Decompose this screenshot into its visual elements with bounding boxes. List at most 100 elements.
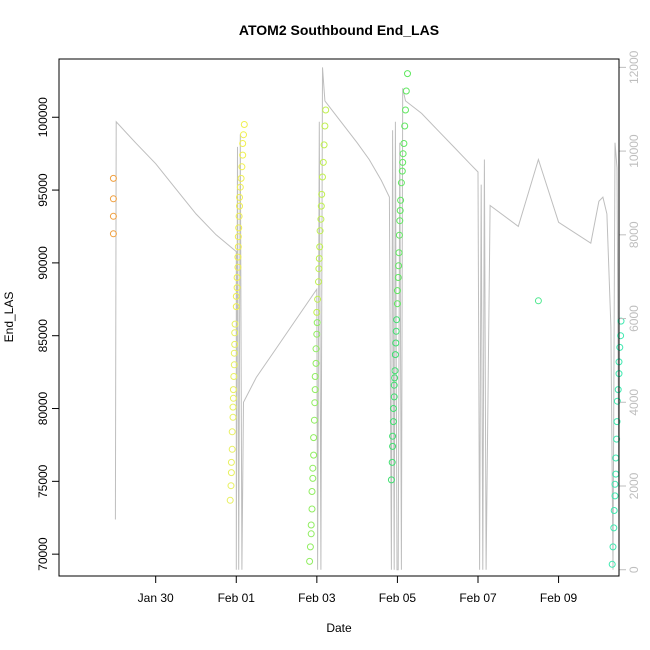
data-point [390,381,398,389]
data-point [316,243,324,251]
data-point [309,464,317,472]
data-point [393,300,401,308]
right-axis-line-layer [114,67,620,571]
data-point [321,122,329,130]
data-point [306,543,314,551]
series-2 [226,320,239,504]
series-5 [393,70,411,308]
data-point [399,158,407,166]
data-point [109,174,117,182]
x-tick-label: Feb 01 [218,591,256,605]
data-point [609,543,617,551]
data-point [610,507,618,514]
y2-tick-label: 2000 [627,472,641,499]
data-point [230,349,238,357]
data-point [228,428,236,436]
data-point [310,451,318,459]
data-point [391,367,399,375]
data-point [395,249,403,257]
data-point [388,458,396,466]
data-point [240,121,248,128]
data-point [308,505,316,513]
data-point [404,70,411,78]
data-point [396,207,404,214]
data-point [317,202,325,210]
y-tick-label: 85000 [36,319,50,353]
data-point [312,345,320,353]
data-point [109,212,117,220]
data-point [608,560,616,568]
data-point [229,386,237,394]
data-point [318,190,326,198]
data-point [393,287,401,295]
y-tick-label: 75000 [36,464,50,498]
data-point [319,173,326,181]
data-point [227,482,235,490]
y2-tick-label: 10000 [627,134,641,168]
data-point [229,403,237,411]
data-point [307,521,315,529]
data-point [307,530,315,538]
data-point [391,374,399,382]
data-point [394,274,402,281]
data-point [402,87,410,95]
data-point [389,432,397,440]
y2-tick-label: 0 [627,566,641,573]
data-point [315,255,323,262]
data-point [322,106,330,114]
y2-tick-label: 12000 [627,50,641,84]
data-point [308,488,316,495]
data-point [234,233,242,241]
series-7 [534,297,542,305]
data-point [315,265,323,273]
data-point [311,373,319,380]
data-point [306,557,314,565]
y-tick-label: 95000 [36,173,50,207]
data-point [310,434,318,442]
data-point [234,253,242,261]
data-point [400,140,408,147]
chart-title: ATOM2 Southbound End_LAS [239,22,439,38]
y-tick-label: 90000 [36,246,50,280]
data-point [313,319,321,327]
data-point [232,303,240,311]
data-point [402,106,409,114]
right-axis-series-line [114,67,620,571]
data-point [313,330,321,338]
data-point [316,227,324,235]
data-point [397,179,405,187]
y2-tick-label: 6000 [627,305,641,332]
data-point [311,386,319,394]
data-point [396,217,404,225]
data-point [610,524,618,532]
data-point [399,150,407,158]
data-point [392,339,400,347]
series-1 [232,121,248,311]
data-point [231,329,239,337]
series-8 [608,317,625,568]
data-point [227,469,235,477]
points-layer [109,70,625,568]
data-point [230,361,238,369]
data-point [320,141,328,149]
series-4 [306,319,321,565]
data-point [616,343,624,351]
data-point [387,476,395,484]
data-point [398,167,406,175]
data-point [314,295,322,303]
data-point [229,413,237,421]
data-point [227,458,235,466]
data-point [317,215,325,223]
data-point [240,131,247,139]
data-point [231,340,239,348]
data-point [315,278,322,286]
x-tick-label: Feb 03 [298,591,336,605]
data-point [395,262,403,270]
data-point [613,418,621,426]
data-point [109,195,117,203]
data-point [393,316,401,324]
data-point [232,292,240,300]
data-point [534,297,542,305]
data-point [613,435,621,443]
